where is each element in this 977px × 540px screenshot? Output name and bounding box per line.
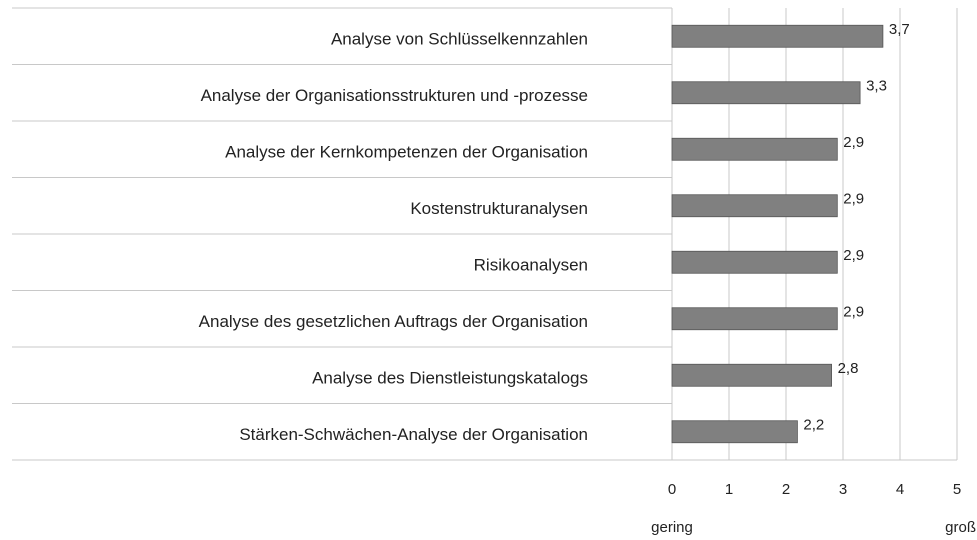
x-tick-label: 2 <box>782 481 790 498</box>
category-label: Risikoanalysen <box>474 256 588 275</box>
category-label: Analyse der Kernkompetenzen der Organisa… <box>225 143 588 162</box>
value-label: 2,9 <box>843 134 864 151</box>
bar <box>671 420 798 444</box>
value-label: 2,9 <box>843 247 864 264</box>
value-label: 2,9 <box>843 304 864 321</box>
x-tick-label: 0 <box>668 481 676 498</box>
axis-max-label: groß <box>945 519 976 536</box>
category-label: Kostenstrukturanalysen <box>410 199 588 218</box>
bar <box>671 363 833 387</box>
bar <box>671 81 861 105</box>
value-label: 2,2 <box>803 417 824 434</box>
value-label: 3,7 <box>889 21 910 38</box>
bar <box>671 250 838 274</box>
bar <box>671 137 838 161</box>
x-tick-label: 4 <box>896 481 904 498</box>
x-tick-label: 3 <box>839 481 847 498</box>
bar <box>671 24 884 48</box>
bar <box>671 194 838 218</box>
x-tick-label: 1 <box>725 481 733 498</box>
bar <box>671 307 838 331</box>
category-label: Analyse der Organisationsstrukturen und … <box>201 86 588 105</box>
category-label: Analyse von Schlüsselkennzahlen <box>331 30 588 49</box>
value-label: 2,8 <box>838 360 859 377</box>
category-label: Analyse des gesetzlichen Auftrags der Or… <box>199 312 588 331</box>
value-label: 2,9 <box>843 191 864 208</box>
category-label: Stärken-Schwächen-Analyse der Organisati… <box>239 425 588 444</box>
value-label: 3,3 <box>866 78 887 95</box>
x-tick-label: 5 <box>953 481 961 498</box>
category-label: Analyse des Dienstleistungskatalogs <box>312 369 588 388</box>
axis-min-label: gering <box>651 519 693 536</box>
